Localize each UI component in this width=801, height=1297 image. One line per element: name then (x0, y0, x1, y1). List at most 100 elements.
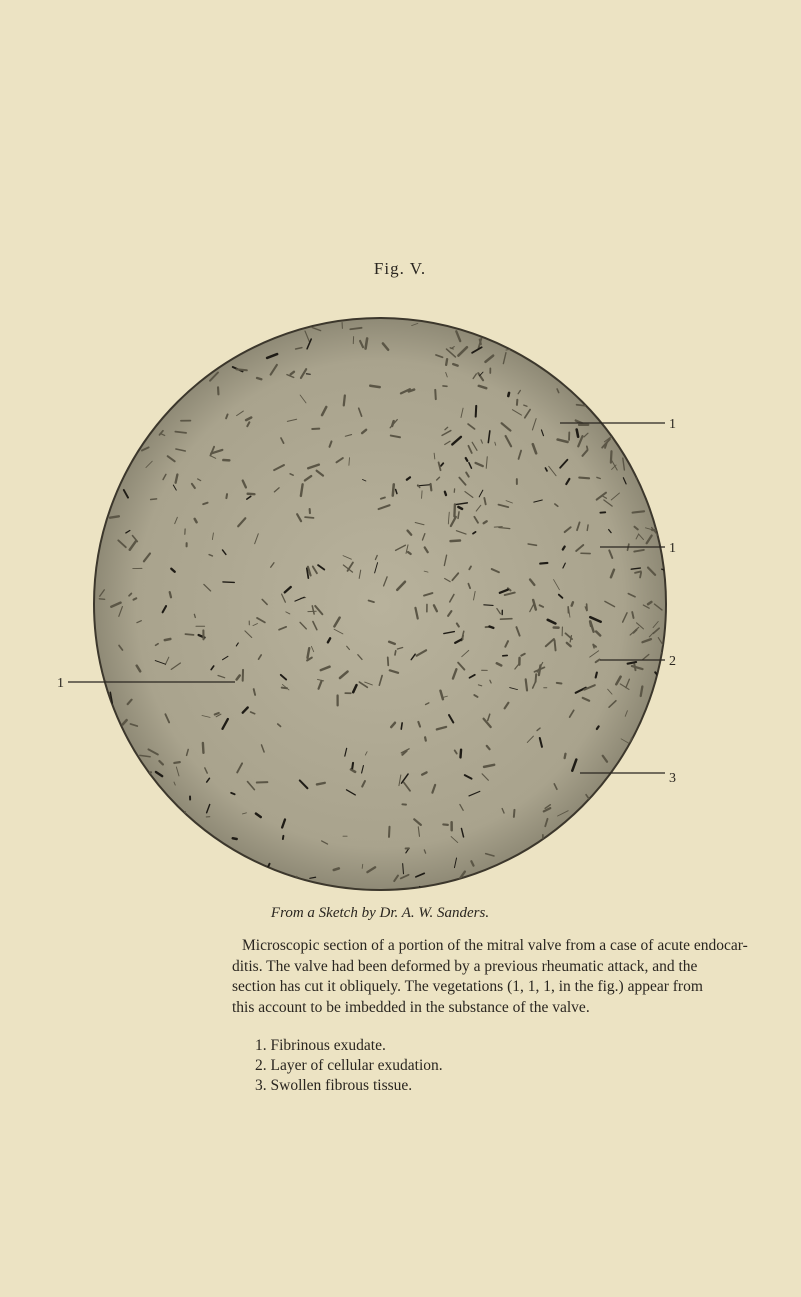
stipple (174, 430, 187, 434)
stipple (453, 857, 458, 869)
stipple (467, 444, 473, 454)
stipple (417, 826, 421, 837)
stipple (364, 681, 373, 686)
stipple (435, 354, 444, 359)
stipple (367, 599, 375, 603)
stipple (400, 748, 410, 754)
stipple (468, 565, 472, 571)
stipple (221, 717, 230, 731)
stipple (644, 527, 655, 531)
stipple (175, 766, 180, 777)
stipple (420, 771, 428, 776)
stipple (536, 727, 541, 732)
stipple (557, 593, 564, 599)
stipple (278, 625, 288, 631)
stipple (444, 440, 451, 446)
stipple (652, 627, 661, 635)
stipple (306, 656, 313, 662)
stipple (140, 446, 150, 452)
stipple (286, 373, 295, 379)
stipple (139, 754, 151, 758)
stipple (482, 763, 496, 769)
stipple (388, 669, 400, 674)
stipple (294, 346, 303, 350)
stipple (529, 602, 535, 613)
stipple (512, 808, 516, 818)
stipple (237, 517, 247, 528)
stipple (410, 653, 416, 661)
stipple (459, 803, 464, 811)
stipple (338, 670, 349, 680)
stipple (154, 642, 159, 647)
stipple (173, 760, 181, 765)
stipple (588, 615, 602, 624)
stipple (452, 362, 459, 367)
stipple (611, 460, 618, 471)
stipple (211, 532, 214, 541)
stipple (304, 516, 315, 519)
text-line: Microscopic section of a portion of the … (242, 937, 748, 954)
stipple (570, 601, 575, 607)
stipple (158, 759, 164, 766)
stipple (455, 622, 460, 628)
stipple (486, 713, 491, 722)
stipple (610, 492, 620, 501)
stipple (202, 501, 209, 506)
stipple (472, 531, 477, 535)
stipple (517, 449, 522, 460)
stipple (585, 445, 589, 451)
stipple (473, 515, 479, 524)
stipple (443, 554, 448, 567)
stipple (574, 686, 587, 694)
stipple (464, 456, 469, 462)
stipple (411, 322, 419, 327)
stipple (208, 553, 214, 557)
stipple (445, 371, 448, 378)
stipple (501, 807, 505, 814)
stipple (633, 548, 645, 553)
stipple (276, 723, 282, 728)
stipple (242, 812, 247, 815)
stipple (449, 347, 454, 350)
stipple (467, 582, 472, 590)
stipple (635, 622, 644, 630)
stipple (364, 337, 369, 350)
stipple (447, 610, 453, 617)
stipple (433, 452, 436, 460)
stipple (630, 567, 642, 570)
stipple (286, 418, 298, 422)
stipple (495, 662, 503, 667)
stipple (306, 338, 312, 350)
stipple (299, 368, 308, 380)
stipple (415, 872, 426, 878)
stipple (557, 810, 569, 817)
stipple (439, 689, 445, 701)
stipple (311, 565, 318, 575)
stipple (170, 662, 182, 671)
stipple (609, 568, 616, 579)
stipple (193, 613, 196, 619)
stipple (576, 521, 581, 532)
stipple (594, 658, 601, 664)
stipple (563, 526, 572, 534)
stipple (225, 413, 229, 420)
stipple (569, 634, 573, 643)
stipple (249, 711, 256, 715)
stipple (601, 754, 609, 763)
stipple (399, 388, 411, 395)
stipple (205, 777, 211, 783)
stipple (615, 675, 622, 686)
stipple (241, 706, 249, 714)
stipple (479, 371, 484, 377)
stipple (595, 491, 608, 501)
stipple (498, 526, 511, 530)
stipple (631, 611, 635, 619)
stipple (154, 770, 164, 778)
stipple (401, 749, 408, 756)
stipple (360, 428, 368, 435)
stipple (586, 524, 589, 532)
stipple (328, 440, 333, 448)
stipple (504, 640, 509, 648)
stipple (527, 543, 538, 547)
stipple (431, 783, 437, 794)
